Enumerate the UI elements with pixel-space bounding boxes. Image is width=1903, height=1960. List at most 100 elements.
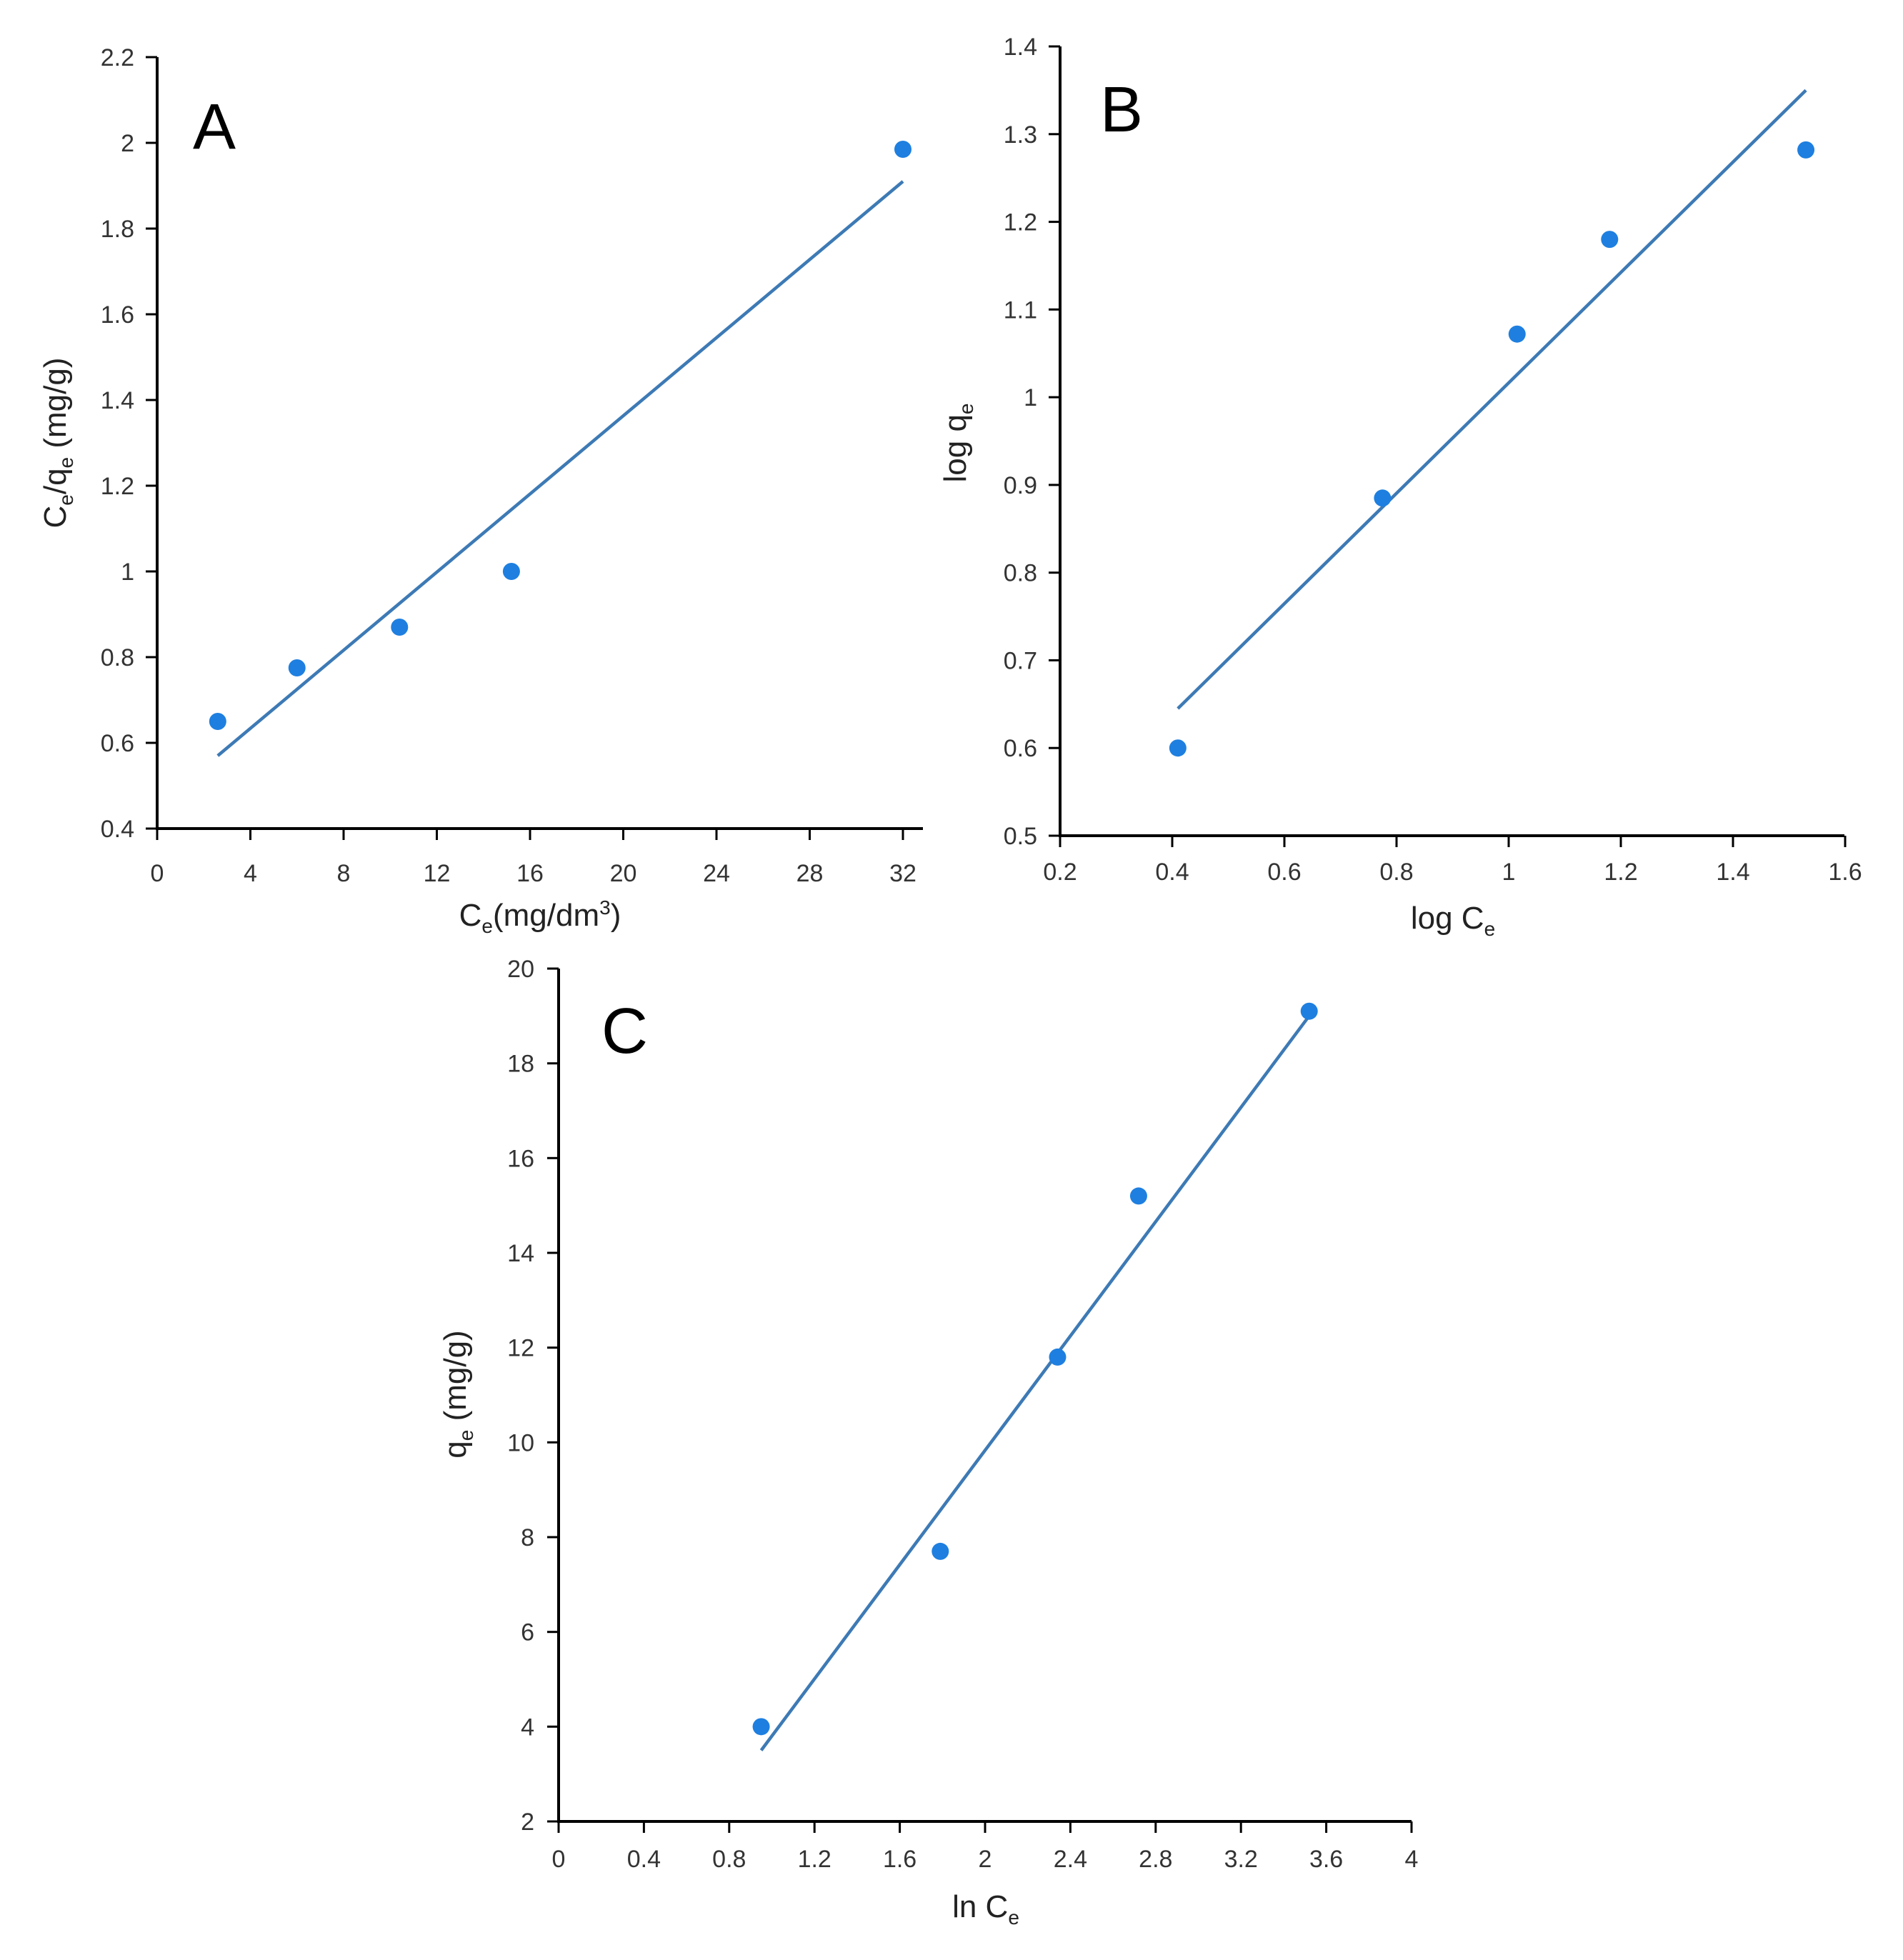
- chart-c-xlabel-sub: e: [1008, 1906, 1019, 1929]
- chart-c-xtick-label: 2.4: [1054, 1846, 1087, 1873]
- chart-b-x-axis-label: log Ce: [1411, 901, 1495, 940]
- chart-c-fit-line: [759, 1014, 1311, 1751]
- chart-b-xtick-label: 0.6: [1267, 859, 1301, 886]
- chart-b-ytick-label: 1.1: [1004, 296, 1037, 324]
- chart-a-y-axis-label: Ce/qe (mg/g): [38, 358, 77, 529]
- chart-b-data-point: [1797, 141, 1815, 159]
- chart-c-xtick-label: 0: [552, 1846, 566, 1873]
- chart-c-xtick-label: 0.4: [627, 1846, 661, 1873]
- chart-a-ytick-label: 1.8: [101, 216, 134, 243]
- chart-a-xtick-label: 28: [796, 860, 824, 887]
- chart-a-data-point: [209, 713, 226, 730]
- chart-a-ylabel-tail: (mg/g): [38, 358, 73, 457]
- chart-a-xtick-label: 24: [703, 860, 730, 887]
- chart-a-xticks: 0 4 8 12 16 20 24 28 32: [151, 829, 916, 887]
- chart-a-ytick-label: 1: [121, 559, 134, 586]
- chart-b-xtick-label: 0.2: [1043, 859, 1077, 886]
- chart-c-xtick-label: 0.8: [712, 1846, 746, 1873]
- chart-b-xtick-label: 1.6: [1828, 859, 1862, 886]
- chart-c-data-point: [1049, 1348, 1067, 1366]
- chart-c-ytick-label: 2: [521, 1809, 534, 1836]
- chart-c-y-axis-label: qe (mg/g): [438, 1330, 477, 1458]
- chart-b-axes: [1059, 46, 1844, 837]
- chart-a-ylabel-mid: /q: [38, 468, 73, 494]
- chart-b-data-point: [1169, 739, 1187, 757]
- chart-a-ylabel-main: C: [38, 506, 73, 529]
- chart-a-xlabel-main: C: [459, 898, 482, 933]
- chart-c-x-axis-label: ln Ce: [952, 1889, 1019, 1929]
- chart-a-xtick-label: 4: [244, 860, 257, 887]
- chart-a-xtick-label: 32: [889, 860, 916, 887]
- chart-b-xtick-label: 1: [1502, 859, 1516, 886]
- chart-c-xtick-label: 3.2: [1224, 1846, 1258, 1873]
- chart-c-ytick-label: 4: [521, 1714, 534, 1741]
- chart-a-xtick-label: 12: [424, 860, 451, 887]
- chart-a-yticks: 0.4 0.6 0.8 1 1.2 1.4 1.6 1.8 2 2.2: [101, 44, 157, 843]
- chart-c-ytick-label: 20: [507, 956, 534, 983]
- chart-a-data-point: [502, 563, 520, 580]
- chart-c-xtick-label: 2: [979, 1846, 992, 1873]
- chart-b-ytick-label: 1.2: [1004, 209, 1037, 236]
- chart-a-xlabel-sub: e: [481, 915, 493, 937]
- chart-a-xtick-label: 8: [337, 860, 351, 887]
- chart-c-ylabel-main: q: [438, 1441, 473, 1458]
- chart-a-xlabel-tail: (mg/dm: [493, 898, 599, 933]
- chart-a-data-point: [894, 141, 911, 158]
- chart-c-xtick-label: 4: [1405, 1846, 1419, 1873]
- chart-c-data-point: [931, 1542, 949, 1560]
- chart-b-ytick-label: 0.8: [1004, 560, 1037, 587]
- chart-a-x-axis-label: Ce(mg/dm3): [459, 896, 621, 937]
- chart-a-marks: [209, 141, 911, 757]
- chart-b-ytick-label: 0.9: [1004, 472, 1037, 499]
- chart-b-ytick-label: 0.7: [1004, 647, 1037, 674]
- chart-c-xtick-label: 3.6: [1309, 1846, 1343, 1873]
- chart-a-ytick-label: 1.4: [101, 387, 134, 414]
- chart-c: C 0 0.4 0.8 1.2 1.6 2 2.4 2.8 3.2 3.6 4 …: [438, 956, 1418, 1929]
- chart-b-xlabel-sub: e: [1484, 918, 1496, 940]
- chart-c-xtick-label: 2.8: [1139, 1846, 1172, 1873]
- chart-b-ylabel-sub: e: [955, 404, 977, 415]
- chart-a-ytick-label: 2: [121, 130, 134, 157]
- chart-b-xtick-label: 1.4: [1716, 859, 1749, 886]
- chart-b-xlabel-main: log C: [1411, 901, 1484, 936]
- chart-b-ytick-label: 0.6: [1004, 735, 1037, 762]
- chart-a-xtick-label: 16: [516, 860, 544, 887]
- chart-b-data-point: [1374, 489, 1392, 507]
- chart-a-ylabel-sub2: e: [55, 457, 77, 469]
- chart-a-ytick-label: 2.2: [101, 44, 134, 71]
- chart-c-ylabel-tail: (mg/g): [438, 1330, 473, 1429]
- chart-b-ytick-label: 1.4: [1004, 34, 1037, 61]
- chart-b-yticks: 0.5 0.6 0.7 0.8 0.9 1 1.1 1.2 1.3 1.4: [1004, 34, 1060, 850]
- chart-b-xtick-label: 0.8: [1379, 859, 1413, 886]
- chart-a-ytick-label: 1.2: [101, 473, 134, 500]
- chart-c-marks: [752, 1002, 1318, 1751]
- chart-b-y-axis-label: log qe: [938, 404, 977, 483]
- chart-c-panel-label: C: [601, 996, 648, 1067]
- chart-a-ytick-label: 1.6: [101, 301, 134, 329]
- chart-a-xlabel-close: ): [611, 898, 621, 933]
- chart-a-data-point: [391, 619, 409, 636]
- chart-b-data-point: [1508, 325, 1526, 343]
- chart-c-data-point: [1300, 1002, 1318, 1020]
- chart-c-xlabel-main: ln C: [952, 1889, 1008, 1924]
- chart-c-yticks: 2 4 6 8 10 12 14 16 18 20: [507, 956, 559, 1836]
- chart-a-ytick-label: 0.4: [101, 816, 134, 843]
- chart-b-ytick-label: 0.5: [1004, 823, 1037, 850]
- chart-c-ytick-label: 14: [507, 1240, 534, 1267]
- chart-c-axes: [557, 969, 1412, 1823]
- chart-a-ytick-label: 0.8: [101, 644, 134, 671]
- chart-a-fit-line: [216, 180, 904, 757]
- chart-a-xlabel-sup: 3: [599, 896, 611, 919]
- chart-c-ylabel-sub: e: [455, 1430, 477, 1441]
- chart-c-ytick-label: 6: [521, 1619, 534, 1646]
- chart-b-marks: [1169, 89, 1815, 757]
- chart-b-xtick-label: 1.2: [1604, 859, 1637, 886]
- chart-a-ytick-label: 0.6: [101, 730, 134, 757]
- chart-a-xtick-label: 0: [151, 860, 164, 887]
- chart-c-ytick-label: 12: [507, 1335, 534, 1362]
- chart-b-data-point: [1601, 231, 1619, 249]
- chart-a-xtick-label: 20: [610, 860, 637, 887]
- chart-c-ytick-label: 16: [507, 1145, 534, 1172]
- chart-b-ylabel-main: log q: [938, 414, 973, 482]
